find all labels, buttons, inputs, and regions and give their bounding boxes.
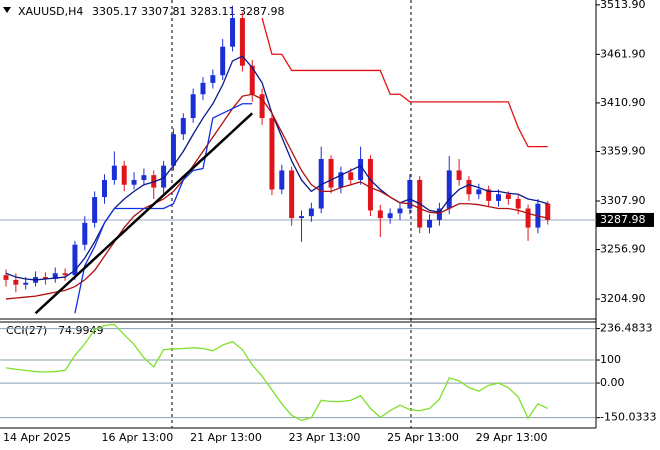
y-tick-label: 0.00 [600, 376, 625, 389]
last-price-box [596, 212, 654, 227]
y-tick-label: 100 [600, 353, 621, 366]
candle-body [92, 197, 98, 223]
menu-icon [3, 7, 11, 13]
line [5, 55, 548, 281]
candle-body [42, 277, 48, 279]
x-tick-label: 16 Apr 13:00 [102, 431, 174, 444]
y-tick-label: 3204.90 [600, 292, 646, 305]
candle-body [269, 118, 275, 190]
candle-body [496, 194, 501, 201]
candle-body [72, 244, 78, 276]
candle-body [200, 82, 206, 95]
candle-body [289, 170, 295, 219]
line [5, 323, 549, 422]
candle-body [515, 198, 521, 209]
candle-body [328, 159, 334, 188]
candle-body [505, 194, 511, 199]
candle-body [436, 208, 442, 220]
candle-body [299, 216, 304, 219]
candle-body [397, 208, 403, 214]
candle-body [210, 75, 216, 83]
line [261, 17, 548, 148]
candle-body [249, 65, 255, 95]
candle-body [52, 273, 58, 279]
candle-body [358, 159, 364, 180]
y-tick-label: 3256.90 [600, 243, 646, 256]
candle-body [466, 179, 472, 195]
candle-body [131, 179, 137, 185]
candle-body [23, 282, 29, 285]
candle-body [308, 208, 314, 217]
candle-body [3, 275, 9, 280]
candle-body [239, 18, 245, 66]
candle-body [427, 219, 433, 228]
line [5, 93, 548, 300]
candle-body [377, 210, 383, 219]
indicator-title: CCI(27) [6, 324, 47, 337]
candle-body [180, 118, 186, 135]
y-tick-label: 3307.90 [600, 194, 646, 207]
y-tick-label: 236.4833 [600, 322, 653, 335]
y-tick-label: 3410.90 [600, 96, 646, 109]
candle-body [456, 170, 462, 180]
line [74, 103, 253, 314]
candle-body [407, 179, 413, 209]
indicator-value: 74.9949 [58, 324, 104, 337]
candle-body [338, 172, 344, 188]
candle-body [279, 170, 285, 190]
x-tick-label: 21 Apr 13:00 [190, 431, 262, 444]
candle-body [82, 222, 88, 245]
candle-body [525, 208, 531, 228]
candle-body [170, 134, 176, 166]
candle-body [486, 189, 492, 201]
candle-body [141, 175, 147, 180]
candle-body [446, 170, 452, 209]
candle-body [161, 165, 167, 188]
candle-body [545, 203, 551, 220]
candle-body [230, 18, 236, 47]
candle-body [62, 273, 68, 276]
y-tick-label: 3513.90 [600, 0, 646, 11]
last-price-label: 3287.98 [600, 213, 646, 226]
candle-body [367, 159, 373, 211]
candle-body [348, 172, 354, 180]
candle-body [121, 165, 127, 185]
line [34, 112, 254, 315]
y-tick-label: 3359.90 [600, 144, 646, 157]
candle-body [102, 179, 107, 198]
candle-body [190, 94, 196, 119]
ohlc: 3305.17 3307.81 3283.11 3287.98 [92, 5, 284, 18]
candle-body [111, 165, 117, 180]
candle-body [220, 46, 226, 76]
candle-body [259, 94, 265, 119]
candle-body [13, 279, 19, 285]
candle-body [318, 159, 324, 209]
candle-body [476, 189, 482, 195]
y-tick-label: -150.0333 [600, 411, 656, 424]
symbol: XAUUSD,H4 [18, 5, 83, 18]
candle-body [387, 213, 393, 219]
x-tick-label: 25 Apr 13:00 [387, 431, 459, 444]
x-tick-label: 29 Apr 13:00 [476, 431, 548, 444]
y-tick-label: 3461.90 [600, 47, 646, 60]
x-tick-label: 14 Apr 2025 [3, 431, 71, 444]
x-tick-label: 23 Apr 13:00 [289, 431, 361, 444]
